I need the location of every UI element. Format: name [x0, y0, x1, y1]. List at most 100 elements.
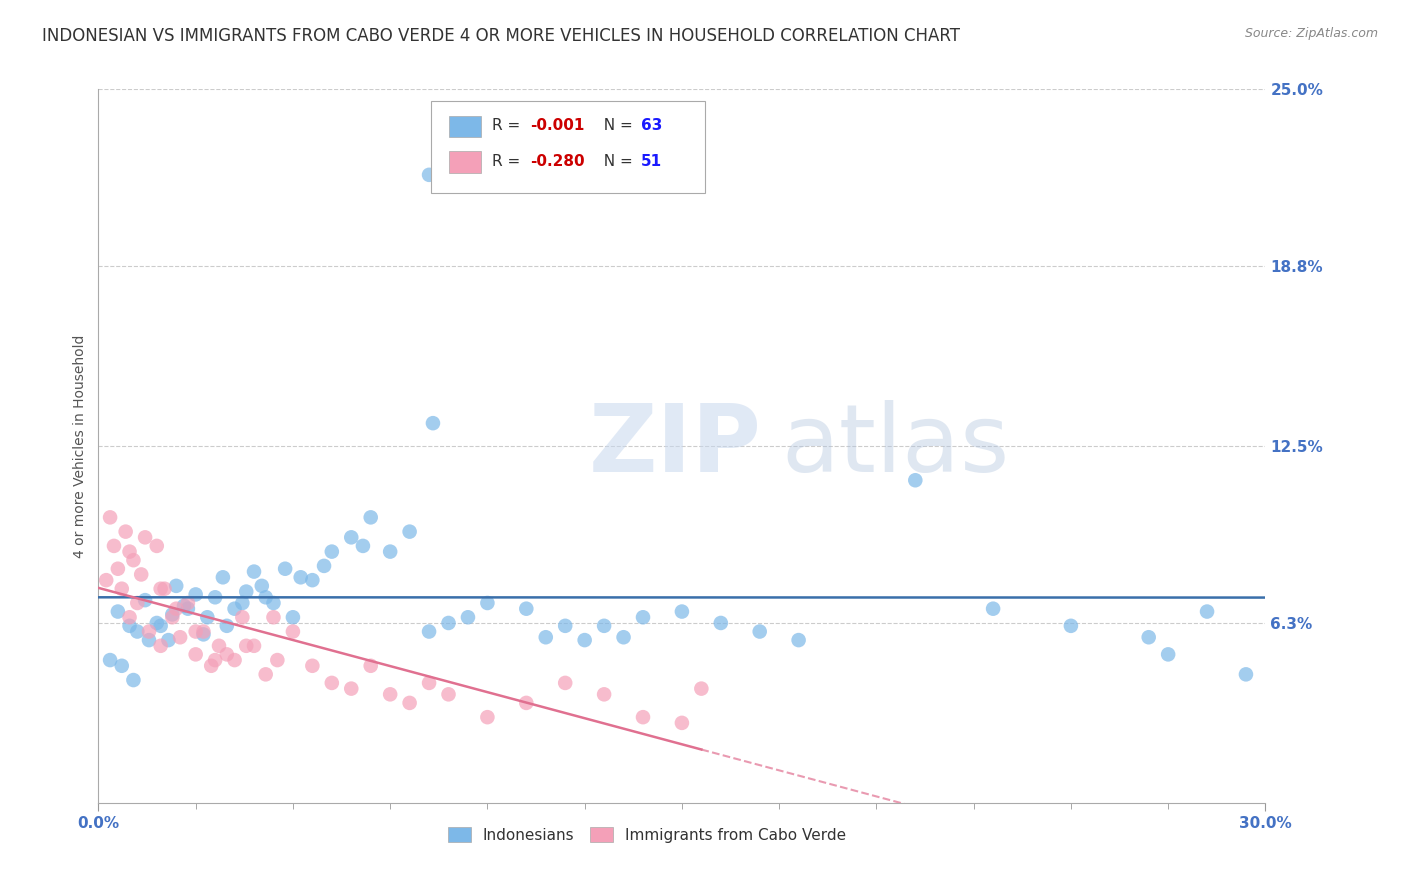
Point — [138, 624, 160, 639]
Point — [437, 687, 460, 701]
Text: -0.280: -0.280 — [530, 153, 585, 169]
Point — [574, 633, 596, 648]
Point — [224, 601, 246, 615]
FancyBboxPatch shape — [449, 116, 481, 137]
FancyBboxPatch shape — [432, 102, 706, 193]
Point — [301, 573, 323, 587]
Point — [340, 530, 363, 544]
Point — [254, 667, 277, 681]
Text: Source: ZipAtlas.com: Source: ZipAtlas.com — [1244, 27, 1378, 40]
Text: 63: 63 — [641, 118, 662, 133]
Point — [138, 633, 160, 648]
Point — [224, 653, 246, 667]
Text: atlas: atlas — [782, 400, 1010, 492]
Point — [631, 710, 654, 724]
Point — [193, 624, 215, 639]
Point — [195, 610, 218, 624]
Point — [107, 562, 129, 576]
Point — [281, 610, 304, 624]
Point — [418, 676, 440, 690]
Point — [340, 681, 363, 696]
Text: N =: N = — [595, 118, 638, 133]
Point — [321, 544, 343, 558]
Point — [103, 539, 125, 553]
Point — [98, 510, 121, 524]
Point — [118, 610, 141, 624]
Point — [204, 653, 226, 667]
Point — [231, 596, 253, 610]
Point — [129, 567, 152, 582]
Point — [262, 596, 284, 610]
Point — [111, 582, 134, 596]
FancyBboxPatch shape — [449, 152, 481, 173]
Point — [360, 658, 382, 673]
Point — [162, 610, 184, 624]
Point — [515, 696, 537, 710]
Point — [290, 570, 312, 584]
Text: R =: R = — [492, 118, 524, 133]
Point — [457, 610, 479, 624]
Point — [631, 610, 654, 624]
Point — [1060, 619, 1083, 633]
Point — [981, 601, 1004, 615]
Point — [593, 687, 616, 701]
Point — [360, 510, 382, 524]
Point — [200, 658, 222, 673]
Point — [177, 601, 200, 615]
Point — [184, 624, 207, 639]
Point — [1137, 630, 1160, 644]
Y-axis label: 4 or more Vehicles in Household: 4 or more Vehicles in Household — [73, 334, 87, 558]
Point — [380, 687, 402, 701]
Point — [122, 673, 145, 687]
Point — [111, 658, 134, 673]
Point — [398, 524, 420, 539]
Point — [352, 539, 374, 553]
Point — [165, 579, 187, 593]
Point — [748, 624, 770, 639]
Point — [904, 473, 927, 487]
Point — [157, 633, 180, 648]
Point — [149, 619, 172, 633]
Point — [690, 681, 713, 696]
Point — [173, 599, 195, 613]
Point — [184, 648, 207, 662]
Point — [169, 630, 191, 644]
Point — [477, 596, 499, 610]
Point — [787, 633, 810, 648]
Point — [146, 615, 169, 630]
Point — [398, 696, 420, 710]
Point — [114, 524, 136, 539]
Point — [118, 544, 141, 558]
Text: R =: R = — [492, 153, 524, 169]
Point — [274, 562, 297, 576]
Point — [231, 610, 253, 624]
Point — [593, 619, 616, 633]
Point — [184, 587, 207, 601]
Point — [1195, 605, 1218, 619]
Point — [107, 605, 129, 619]
Point — [554, 676, 576, 690]
Point — [193, 627, 215, 641]
Point — [212, 570, 235, 584]
Text: INDONESIAN VS IMMIGRANTS FROM CABO VERDE 4 OR MORE VEHICLES IN HOUSEHOLD CORRELA: INDONESIAN VS IMMIGRANTS FROM CABO VERDE… — [42, 27, 960, 45]
Point — [243, 565, 266, 579]
Point — [671, 605, 693, 619]
Point — [243, 639, 266, 653]
Point — [1157, 648, 1180, 662]
Point — [162, 607, 184, 622]
Point — [215, 619, 238, 633]
Point — [554, 619, 576, 633]
Point — [134, 530, 156, 544]
Point — [134, 593, 156, 607]
Text: N =: N = — [595, 153, 638, 169]
Point — [380, 544, 402, 558]
Point — [127, 624, 149, 639]
Point — [235, 639, 257, 653]
Point — [235, 584, 257, 599]
Point — [422, 416, 444, 430]
Point — [149, 639, 172, 653]
Point — [321, 676, 343, 690]
Point — [613, 630, 636, 644]
Point — [146, 539, 169, 553]
Point — [534, 630, 557, 644]
